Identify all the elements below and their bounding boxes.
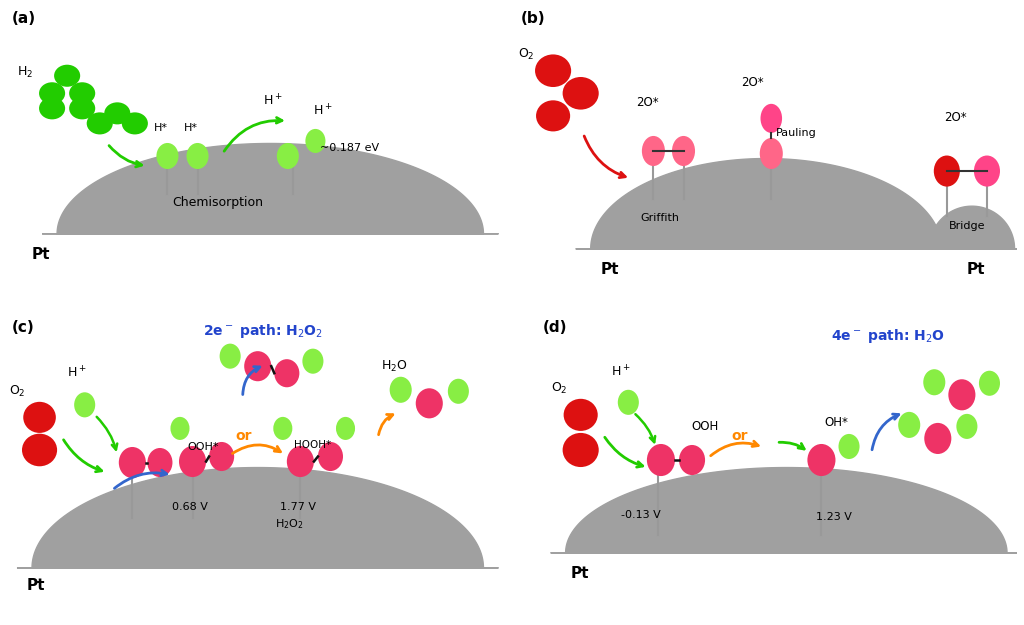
Text: H*: H* [183, 123, 198, 133]
Ellipse shape [563, 399, 598, 431]
Text: -0.13 V: -0.13 V [621, 510, 660, 520]
Ellipse shape [390, 377, 412, 403]
Ellipse shape [416, 388, 442, 418]
Text: H$^+$: H$^+$ [68, 365, 87, 380]
Ellipse shape [536, 101, 570, 131]
Text: H$_2$O$_2$: H$_2$O$_2$ [275, 517, 304, 531]
Text: Pt: Pt [570, 566, 589, 581]
Ellipse shape [672, 136, 695, 166]
Text: OOH: OOH [691, 420, 718, 433]
Text: O$_2$: O$_2$ [551, 381, 567, 396]
Ellipse shape [979, 371, 1000, 396]
Text: H$_2$: H$_2$ [17, 65, 33, 80]
Text: Pt: Pt [32, 247, 50, 262]
Ellipse shape [219, 344, 241, 369]
Ellipse shape [807, 444, 836, 476]
Ellipse shape [839, 434, 859, 459]
Text: (d): (d) [543, 320, 567, 335]
Ellipse shape [119, 447, 145, 478]
Ellipse shape [273, 417, 292, 440]
Text: 2O*: 2O* [636, 96, 658, 109]
Text: HOOH*: HOOH* [294, 441, 331, 451]
Ellipse shape [39, 82, 66, 104]
Ellipse shape [948, 379, 976, 411]
Text: 1.77 V: 1.77 V [281, 503, 316, 512]
Ellipse shape [974, 156, 1000, 187]
Text: H$^+$: H$^+$ [263, 94, 283, 109]
Text: 2e$^-$ path: H$_2$O$_2$: 2e$^-$ path: H$_2$O$_2$ [203, 322, 323, 339]
Ellipse shape [147, 448, 172, 477]
Text: Pt: Pt [967, 262, 985, 277]
Ellipse shape [70, 98, 95, 119]
Text: H$_2$O: H$_2$O [381, 359, 408, 374]
Polygon shape [575, 159, 956, 249]
Ellipse shape [925, 423, 951, 454]
Ellipse shape [562, 433, 599, 467]
Text: OH*: OH* [824, 416, 848, 429]
Polygon shape [551, 468, 1022, 553]
Text: Chemisorption: Chemisorption [172, 196, 263, 209]
Ellipse shape [54, 65, 80, 87]
Ellipse shape [70, 82, 95, 104]
Text: O$_2$: O$_2$ [518, 47, 535, 63]
Ellipse shape [157, 143, 178, 169]
Text: 4e$^-$ path: H$_2$O: 4e$^-$ path: H$_2$O [831, 327, 945, 344]
Text: or: or [236, 429, 252, 443]
Ellipse shape [647, 444, 675, 476]
Ellipse shape [104, 102, 130, 124]
Ellipse shape [535, 54, 571, 87]
Text: OOH*: OOH* [187, 442, 219, 452]
Ellipse shape [122, 112, 147, 134]
Ellipse shape [642, 136, 665, 166]
Text: Pt: Pt [27, 579, 45, 594]
Ellipse shape [74, 392, 95, 418]
Ellipse shape [956, 414, 978, 439]
Text: H*: H* [154, 123, 167, 133]
Ellipse shape [761, 104, 782, 133]
Polygon shape [17, 468, 499, 568]
Ellipse shape [287, 446, 314, 477]
Text: Bridge: Bridge [949, 221, 986, 231]
Ellipse shape [244, 351, 271, 381]
Ellipse shape [617, 390, 639, 415]
Ellipse shape [317, 442, 343, 471]
Text: Pauling: Pauling [776, 128, 817, 138]
Text: (b): (b) [520, 11, 545, 26]
Text: or: or [731, 429, 748, 443]
Polygon shape [42, 144, 499, 234]
Ellipse shape [170, 417, 189, 440]
Text: 2O*: 2O* [741, 76, 764, 89]
Polygon shape [927, 206, 1017, 249]
Text: 1.23 V: 1.23 V [816, 512, 852, 522]
Text: 0.68 V: 0.68 V [172, 503, 208, 512]
Ellipse shape [24, 402, 56, 433]
Ellipse shape [39, 98, 66, 119]
Ellipse shape [179, 446, 206, 477]
Ellipse shape [87, 112, 113, 134]
Ellipse shape [336, 417, 355, 440]
Text: O$_2$: O$_2$ [9, 384, 26, 399]
Ellipse shape [562, 77, 599, 109]
Ellipse shape [209, 442, 234, 471]
Ellipse shape [898, 412, 921, 438]
Ellipse shape [276, 143, 299, 169]
Ellipse shape [305, 129, 326, 153]
Ellipse shape [447, 379, 469, 404]
Ellipse shape [22, 434, 57, 466]
Ellipse shape [679, 445, 706, 475]
Text: H$^+$: H$^+$ [610, 364, 631, 379]
Text: H$^+$: H$^+$ [313, 104, 333, 119]
Ellipse shape [274, 359, 299, 388]
Ellipse shape [924, 369, 945, 395]
Text: (a): (a) [12, 11, 36, 26]
Ellipse shape [186, 143, 209, 169]
Text: Griffith: Griffith [641, 213, 680, 223]
Ellipse shape [302, 349, 324, 374]
Text: 2O*: 2O* [944, 111, 967, 124]
Text: (c): (c) [12, 320, 35, 335]
Text: ~0.187 eV: ~0.187 eV [321, 143, 380, 153]
Text: Pt: Pt [601, 262, 620, 277]
Ellipse shape [760, 138, 782, 169]
Ellipse shape [934, 156, 959, 187]
